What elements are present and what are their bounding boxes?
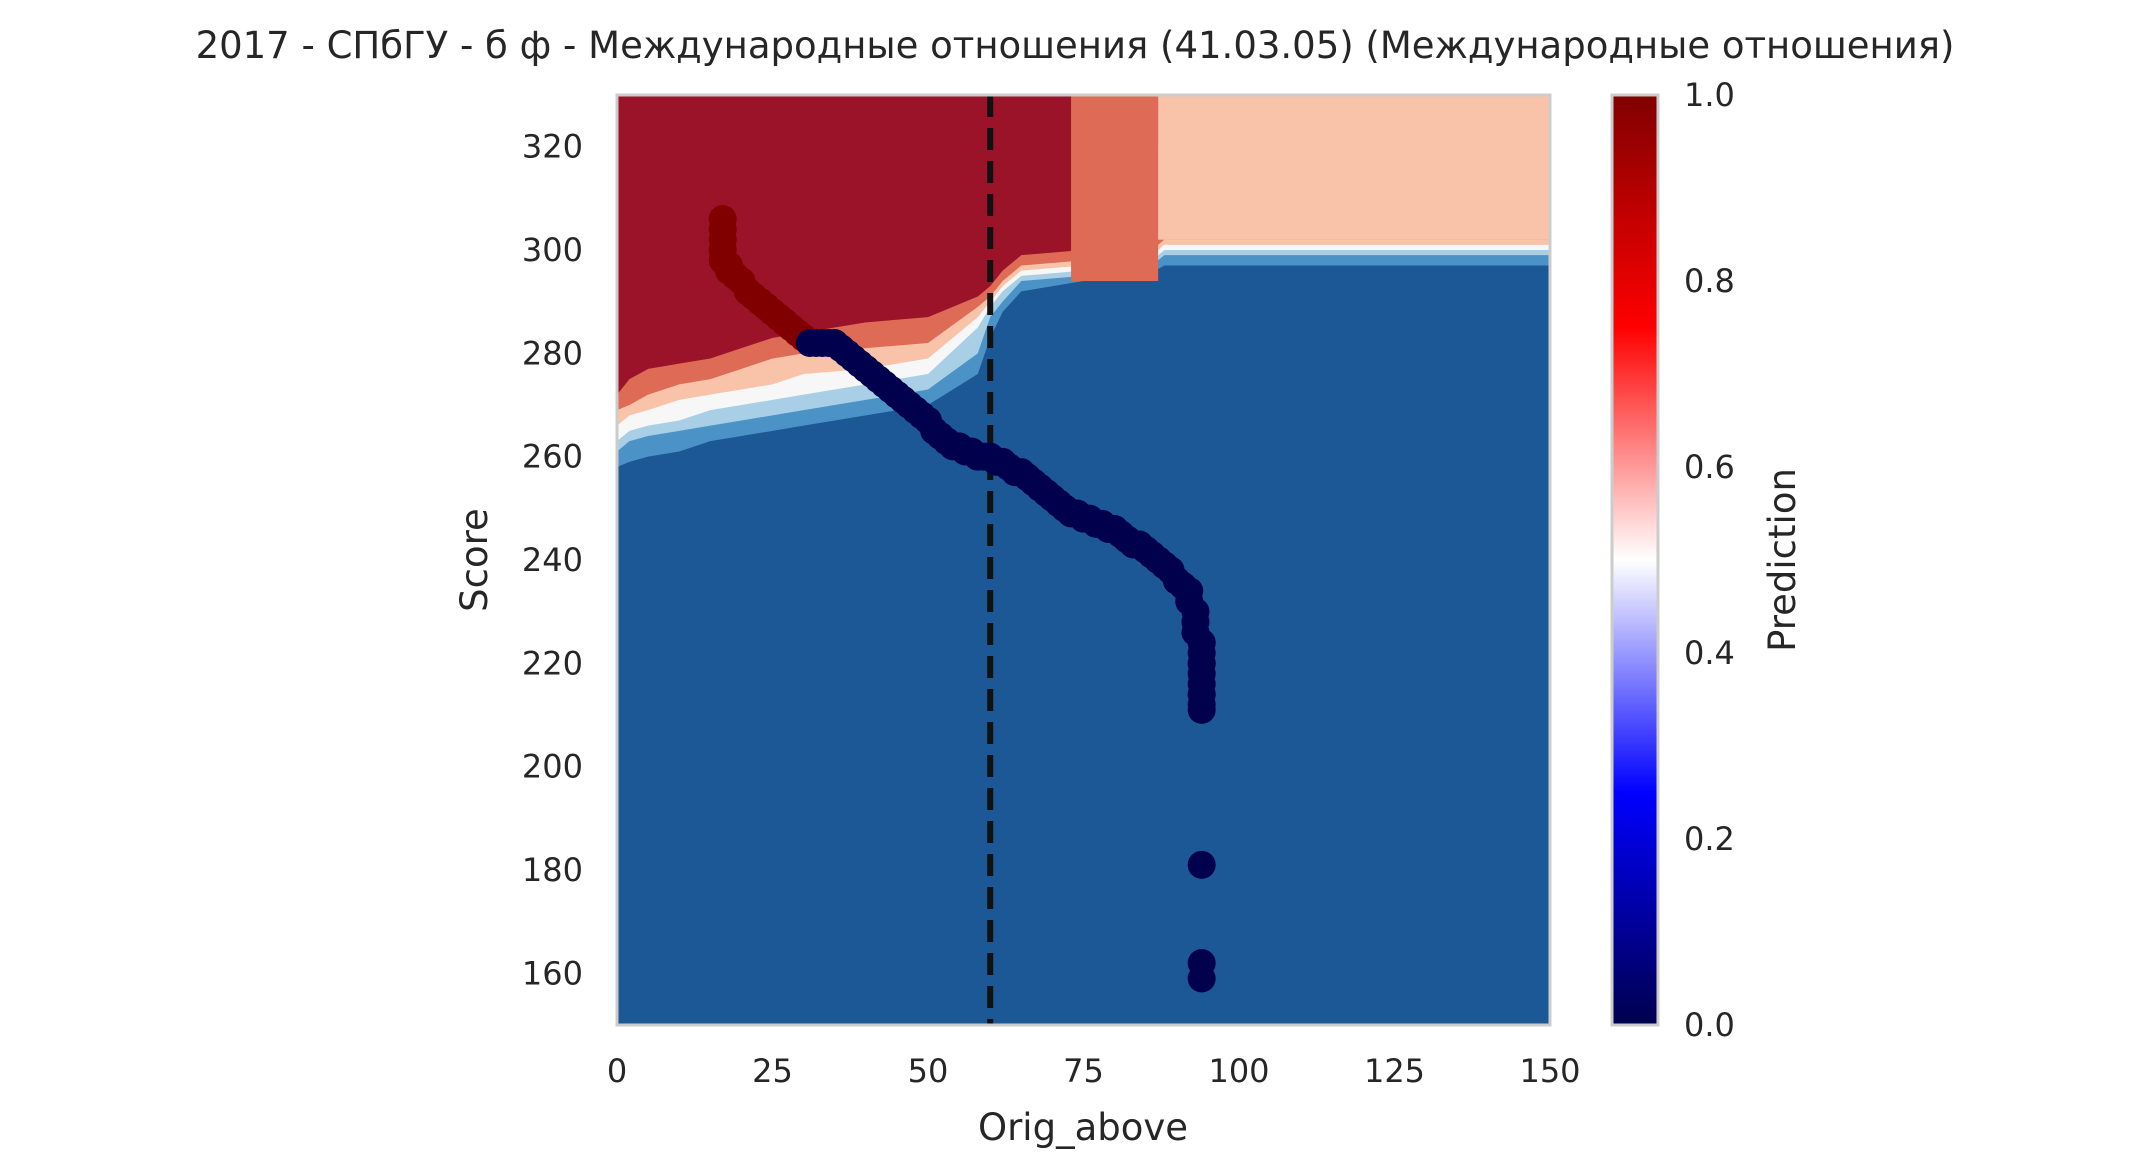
contour-band-0.6-upper xyxy=(1158,95,1550,240)
colorbar-tick-label: 0.0 xyxy=(1684,1006,1735,1044)
scatter-point xyxy=(1187,964,1216,993)
colorbar-ticks: 0.0 0.2 0.4 0.6 0.8 1.0 xyxy=(1684,76,1735,1044)
scatter-point xyxy=(1187,628,1216,657)
plot-frame xyxy=(615,93,1552,1027)
x-tick-label: 100 xyxy=(1208,1052,1269,1090)
y-tick-label: 200 xyxy=(522,748,583,786)
x-tick-label: 125 xyxy=(1364,1052,1425,1090)
scatter-point xyxy=(1187,850,1216,879)
y-tick-label: 300 xyxy=(522,231,583,269)
scatter-points xyxy=(708,205,1216,993)
x-tick-label: 150 xyxy=(1519,1052,1580,1090)
chart-title: 2017 - СПбГУ - б ф - Международные отнош… xyxy=(196,24,1955,67)
x-tick-label: 0 xyxy=(607,1052,627,1090)
x-axis-ticks: 0 25 50 75 100 125 150 xyxy=(607,1052,1581,1090)
plot-area xyxy=(617,95,1550,1025)
x-axis-label: Orig_above xyxy=(978,1106,1188,1149)
colorbar-frame xyxy=(1610,93,1660,1027)
contour-band-0.0 xyxy=(617,265,1550,1025)
prediction-contours xyxy=(617,95,1550,1025)
colorbar-tick-label: 0.4 xyxy=(1684,634,1735,672)
y-tick-label: 280 xyxy=(522,334,583,372)
colorbar xyxy=(1612,95,1658,1025)
x-tick-label: 50 xyxy=(908,1052,949,1090)
colorbar-tick-label: 1.0 xyxy=(1684,76,1735,114)
colorbar-label: Prediction xyxy=(1761,468,1804,652)
y-tick-label: 240 xyxy=(522,541,583,579)
y-axis-label: Score xyxy=(453,508,496,612)
y-tick-label: 160 xyxy=(522,954,583,992)
scatter-point xyxy=(1187,680,1216,709)
y-tick-label: 260 xyxy=(522,438,583,476)
y-axis-ticks: 160 180 200 220 240 260 280 300 320 xyxy=(522,128,583,993)
y-tick-label: 320 xyxy=(522,128,583,166)
contour-band-0.7-upper xyxy=(1071,95,1159,281)
y-tick-label: 180 xyxy=(522,851,583,889)
x-tick-label: 25 xyxy=(752,1052,793,1090)
y-tick-label: 220 xyxy=(522,644,583,682)
colorbar-tick-label: 0.6 xyxy=(1684,448,1735,486)
scatter-point xyxy=(1187,649,1216,678)
x-tick-label: 75 xyxy=(1063,1052,1104,1090)
colorbar-tick-label: 0.8 xyxy=(1684,262,1735,300)
colorbar-tick-label: 0.2 xyxy=(1684,820,1735,858)
